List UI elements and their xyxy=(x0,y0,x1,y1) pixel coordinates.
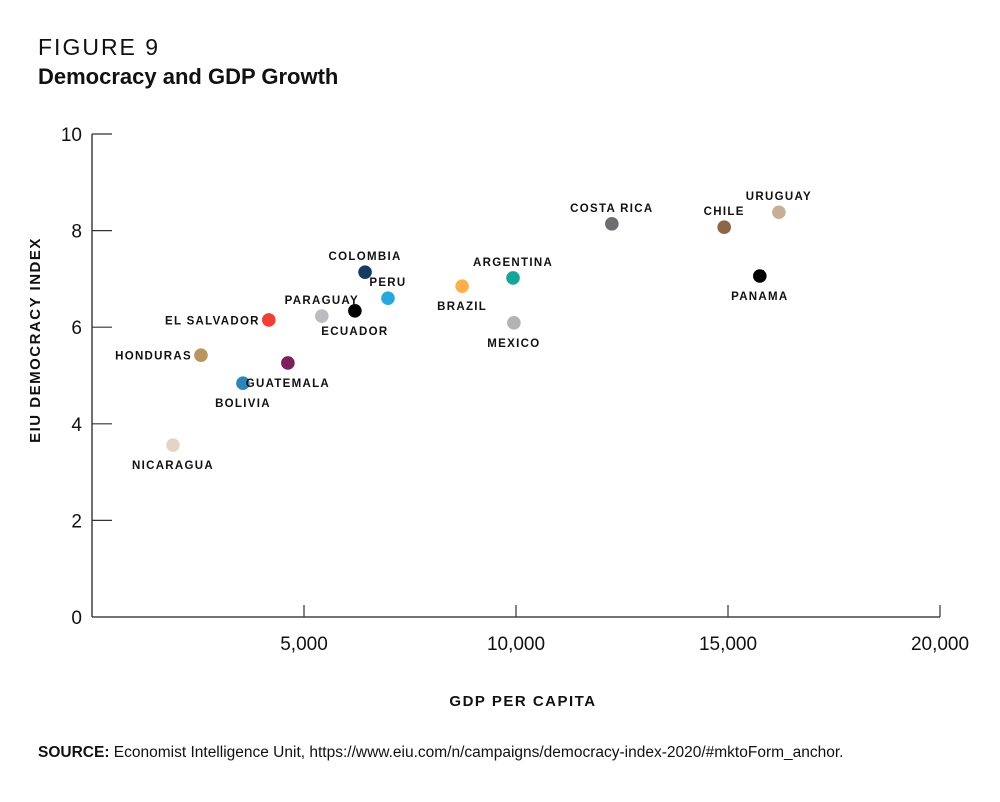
ticks: 0 2 4 6 8 10 5,000 10,000 15,000 20,000 xyxy=(61,125,969,655)
y-tick-label: 10 xyxy=(61,125,82,146)
x-tick-label: 10,000 xyxy=(487,634,545,655)
point-bolivia xyxy=(236,376,250,391)
point-colombia xyxy=(358,265,372,279)
y-tick-label: 0 xyxy=(71,608,82,629)
point-label-mexico: MEXICO xyxy=(487,338,540,350)
y-tick-label: 4 xyxy=(71,415,82,436)
source-prefix: SOURCE: xyxy=(38,744,110,761)
source-note: SOURCE: Economist Intelligence Unit, htt… xyxy=(38,744,844,762)
point-label-peru: PERU xyxy=(369,277,406,289)
point-nicaragua xyxy=(166,438,180,452)
point-label-panama: PANAMA xyxy=(731,291,788,303)
y-tick-label: 8 xyxy=(71,222,82,243)
point-label-colombia: COLOMBIA xyxy=(329,251,402,263)
y-tick-label: 6 xyxy=(71,318,82,339)
data-points: NICARAGUA HONDURAS BOLIVIA EL SALVADOR GUATE… xyxy=(115,191,812,472)
figure-number: FIGURE 9 xyxy=(38,34,161,60)
x-axis-title: GDP PER CAPITA xyxy=(449,693,596,710)
axes xyxy=(91,134,940,618)
point-argentina xyxy=(506,271,520,285)
point-honduras xyxy=(194,348,208,363)
point-mexico xyxy=(507,316,521,330)
point-costa-rica xyxy=(605,217,619,231)
point-label-paraguay: PARAGUAY xyxy=(285,295,359,307)
point-label-argentina: ARGENTINA xyxy=(473,257,553,269)
point-label-ecuador: ECUADOR xyxy=(321,326,388,338)
point-peru xyxy=(381,291,395,306)
y-tick-label: 2 xyxy=(71,511,82,532)
point-el-salvador xyxy=(262,313,276,327)
point-brazil xyxy=(455,279,469,293)
source-text: Economist Intelligence Unit, https://www… xyxy=(109,744,844,761)
point-paraguay xyxy=(315,309,329,323)
point-panama xyxy=(753,269,767,283)
point-uruguay xyxy=(772,205,786,220)
point-chile xyxy=(717,220,731,235)
x-tick-label: 15,000 xyxy=(699,634,757,655)
x-tick-label: 5,000 xyxy=(280,634,328,655)
point-label-el-salvador: EL SALVADOR xyxy=(165,315,260,327)
point-label-uruguay: URUGUAY xyxy=(746,191,812,203)
point-label-nicaragua: NICARAGUA xyxy=(132,460,214,472)
point-label-costa-rica: COSTA RICA xyxy=(570,203,653,215)
point-label-honduras: HONDURAS xyxy=(115,351,192,363)
point-label-brazil: BRAZIL xyxy=(437,301,487,313)
point-ecuador xyxy=(348,303,362,318)
point-label-bolivia: BOLIVIA xyxy=(215,398,271,410)
point-guatemala xyxy=(281,356,295,370)
y-axis-title: EIU DEMOCRACY INDEX xyxy=(27,237,44,443)
point-label-chile: CHILE xyxy=(704,206,745,218)
point-label-guatemala: GUATEMALA xyxy=(246,378,330,390)
x-tick-label: 20,000 xyxy=(911,634,969,655)
chart-title: Democracy and GDP Growth xyxy=(38,64,339,89)
